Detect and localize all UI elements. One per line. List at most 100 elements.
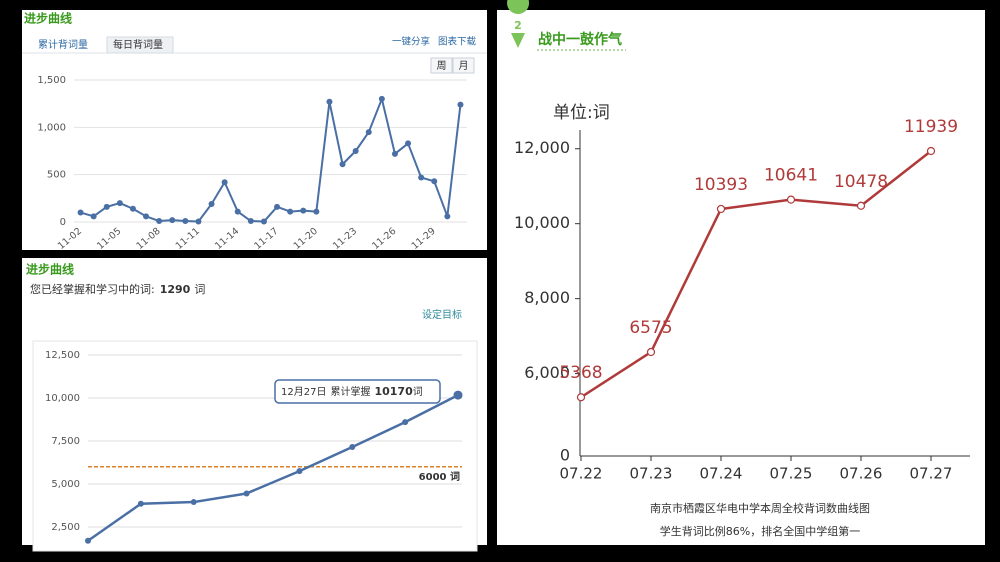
tooltip: 12月27日 累计掌握 10170词 [281, 385, 423, 398]
data-point [156, 218, 163, 225]
data-point [296, 468, 303, 475]
data-point [405, 140, 412, 147]
baseline-label: 0 [560, 446, 570, 465]
y-tick-label: 12,500 [45, 350, 80, 361]
y-tick-label: 2,500 [51, 522, 80, 533]
y-tick-label: 1,500 [37, 75, 66, 86]
period-button-label[interactable]: 周 [437, 60, 447, 72]
data-line [87, 393, 459, 542]
panel-title: 进步曲线 [24, 11, 72, 26]
x-tick-label: 07.26 [840, 465, 883, 483]
y-tick-label: 6,000 [524, 363, 570, 382]
active-tab[interactable] [106, 36, 174, 54]
x-tick-label: 07.24 [700, 465, 743, 483]
data-point [339, 161, 346, 168]
data-point [300, 207, 307, 214]
data-label: 11939 [904, 117, 958, 137]
tooltip-unit: 词 [413, 386, 423, 398]
data-point [716, 204, 726, 214]
tab[interactable]: 每日背词量 [113, 38, 163, 51]
data-point [182, 218, 189, 225]
data-point [77, 209, 84, 216]
tooltip-date: 12月27日 [281, 386, 326, 398]
data-point [103, 203, 110, 210]
y-tick-label: 10,000 [45, 393, 80, 404]
reference-label: 6000 词 [419, 470, 460, 483]
data-point [444, 213, 451, 220]
panel-title: 战中一鼓作气 [538, 31, 622, 48]
data-point [260, 218, 267, 225]
data-point [926, 146, 936, 156]
x-tick-label: 07.22 [560, 465, 603, 483]
x-tick-label: 07.25 [770, 465, 813, 483]
y-tick-label: 500 [47, 170, 66, 181]
y-tick-label: 12,000 [514, 138, 570, 157]
summary-unit: 词 [194, 283, 205, 296]
data-point [646, 347, 656, 357]
caption: 南京市栖霞区华电中学本周全校背词数曲线图 [650, 501, 870, 515]
tooltip-value: 10170 [374, 385, 413, 398]
data-label: 10478 [834, 172, 888, 192]
data-point [85, 537, 91, 544]
data-label: 5368 [559, 363, 602, 383]
data-point [391, 150, 398, 157]
data-point [274, 203, 281, 210]
tooltip-label: 累计掌握 [330, 385, 370, 398]
y-tick-label: 10,000 [514, 213, 570, 232]
data-label: 6575 [629, 318, 672, 338]
data-point [313, 208, 320, 215]
data-point [352, 148, 359, 154]
y-tick-label: 7,500 [51, 436, 80, 447]
badge-number: 2 [514, 19, 522, 32]
data-point [116, 200, 123, 207]
data-point [856, 201, 866, 210]
plot: 2,500 5,000 7,500 10,000 12,500 6000 词 12月27日累… [45, 350, 463, 544]
panel [22, 10, 487, 250]
link[interactable]: 图表下载 [438, 36, 477, 48]
data-point [349, 444, 356, 451]
panel-title: 进步曲线 [26, 262, 74, 277]
data-label: 10393 [694, 175, 748, 195]
summary: 您已经掌握和学习中的词: 1290 词 [30, 282, 205, 296]
x-tick-label: 07.27 [910, 465, 953, 483]
chart-box [32, 340, 478, 552]
link[interactable]: 一键分享 [392, 36, 430, 48]
data-point [221, 179, 228, 186]
data-point [247, 218, 254, 225]
data-point [365, 129, 372, 136]
data-point [90, 213, 97, 220]
tooltip-box [274, 379, 441, 404]
y-ticks: 6,000 8,000 10,000 12,000 [514, 138, 580, 382]
summary-text: 您已经掌握和学习中的词: [30, 282, 155, 296]
data-point [137, 500, 144, 507]
period-button[interactable] [452, 57, 475, 74]
data-point [786, 195, 796, 204]
data-label: 10641 [764, 166, 818, 186]
period-button[interactable] [430, 57, 453, 74]
y-tick-label: 5,000 [51, 479, 80, 490]
data-line [580, 150, 932, 399]
y-tick-label: 8,000 [524, 288, 570, 307]
link[interactable]: 设定目标 [422, 308, 462, 321]
badge-pin [507, 0, 530, 48]
y-axis-label: 单位:词 [553, 103, 610, 123]
x-tick-label: 07.23 [630, 465, 673, 483]
data-point [457, 101, 464, 108]
data-point [431, 178, 438, 185]
data-point [143, 213, 150, 220]
badge-inner [511, 18, 525, 32]
period-button-label[interactable]: 月 [459, 60, 469, 72]
data-point [287, 208, 294, 215]
tab[interactable]: 累计背词量 [38, 38, 88, 51]
y-tick-label: 0 [60, 217, 66, 228]
data-point [208, 201, 215, 208]
data-point [195, 218, 202, 225]
data-point [418, 174, 425, 181]
data-point [190, 499, 197, 506]
data-point [453, 390, 463, 400]
data-point [129, 205, 136, 212]
data-point [576, 393, 586, 402]
data-point [234, 208, 241, 215]
